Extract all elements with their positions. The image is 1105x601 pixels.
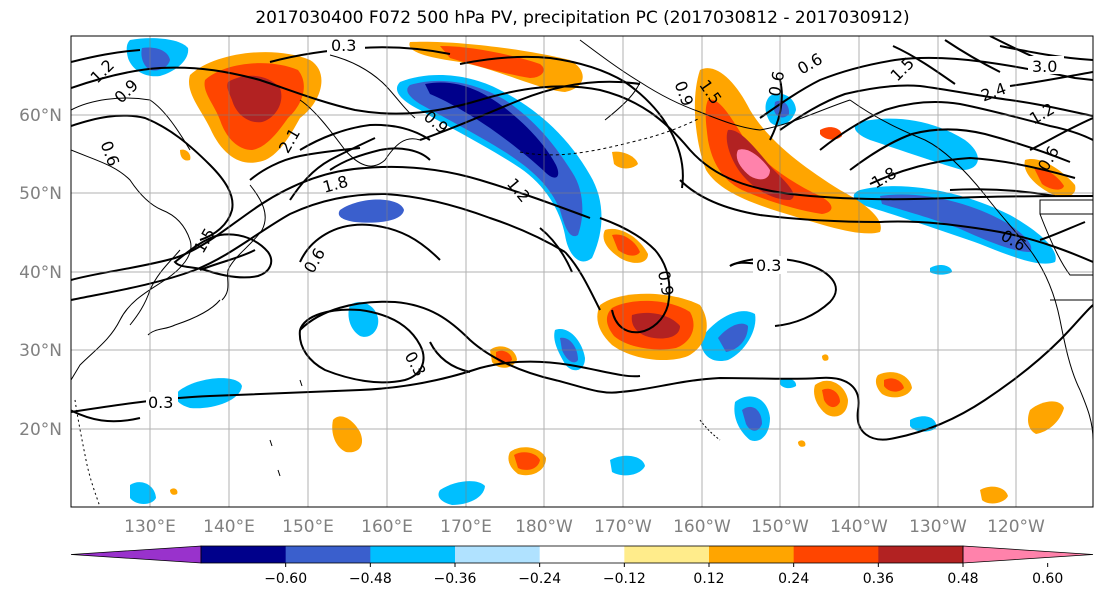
- precipitation-anomaly-fill: [126, 38, 1076, 505]
- colorbar-bin: [370, 546, 456, 563]
- colorbar-bin: [878, 546, 964, 563]
- x-tick-label: 140°W: [830, 517, 888, 537]
- x-tick-label: 120°W: [987, 517, 1045, 537]
- longitude-ticks: 130°E 140°E 150°E 160°E 170°E 180°W 170°…: [124, 517, 1045, 537]
- contour-label: 0.3: [331, 36, 356, 55]
- contour-label: 3.0: [1032, 57, 1057, 76]
- y-tick-label: 50°N: [19, 184, 62, 204]
- colorbar: −0.60 −0.48 −0.36 −0.24 −0.12 0.12 0.24 0.36 0.4…: [70, 545, 1094, 587]
- latitude-ticks: 60°N 50°N 40°N 30°N 20°N: [19, 106, 62, 440]
- map-title: 2017030400 F072 500 hPa PV, precipitatio…: [255, 8, 910, 28]
- x-tick-label: 160°E: [361, 517, 413, 537]
- y-tick-label: 60°N: [19, 106, 62, 126]
- colorbar-bin: [455, 546, 541, 563]
- colorbar-bin: [539, 546, 625, 563]
- colorbar-tick-label: 0.60: [1032, 571, 1063, 587]
- map-frame: [70, 35, 1094, 508]
- colorbar-tick-label: 0.48: [947, 571, 978, 587]
- x-tick-label: 160°W: [673, 517, 731, 537]
- colorbar-tick-label: −0.36: [434, 571, 477, 587]
- colorbar-bin: [285, 546, 371, 563]
- contour-label: 0.6: [765, 70, 788, 98]
- colorbar-tick-label: 0.36: [863, 571, 894, 587]
- graticule: [71, 36, 1093, 507]
- y-tick-label: 20°N: [19, 420, 62, 440]
- colorbar-tick-label: −0.60: [264, 571, 307, 587]
- colorbar-bin: [201, 546, 287, 563]
- y-tick-label: 40°N: [19, 263, 62, 283]
- x-tick-label: 170°W: [594, 517, 652, 537]
- colorbar-extend-high: [962, 545, 1094, 564]
- colorbar-bin: [624, 546, 710, 563]
- colorbar-tick-label: 0.24: [778, 571, 809, 587]
- contour-label: 0.9: [654, 269, 677, 297]
- contour-label: 0.3: [756, 256, 781, 275]
- contour-label: 0.3: [148, 393, 173, 412]
- colorbar-bin: [793, 546, 879, 563]
- x-tick-label: 180°W: [515, 517, 573, 537]
- x-tick-label: 130°W: [909, 517, 967, 537]
- colorbar-tick-label: −0.24: [518, 571, 561, 587]
- x-tick-label: 150°W: [751, 517, 809, 537]
- x-tick-label: 170°E: [440, 517, 492, 537]
- colorbar-tick-label: −0.48: [349, 571, 392, 587]
- y-tick-label: 30°N: [19, 341, 62, 361]
- x-tick-label: 130°E: [124, 517, 176, 537]
- colorbar-bin: [709, 546, 795, 563]
- colorbar-extend-low: [70, 545, 202, 564]
- x-tick-label: 150°E: [282, 517, 334, 537]
- x-tick-label: 140°E: [203, 517, 255, 537]
- colorbar-tick-label: −0.12: [603, 571, 646, 587]
- colorbar-tick-label: 0.12: [693, 571, 724, 587]
